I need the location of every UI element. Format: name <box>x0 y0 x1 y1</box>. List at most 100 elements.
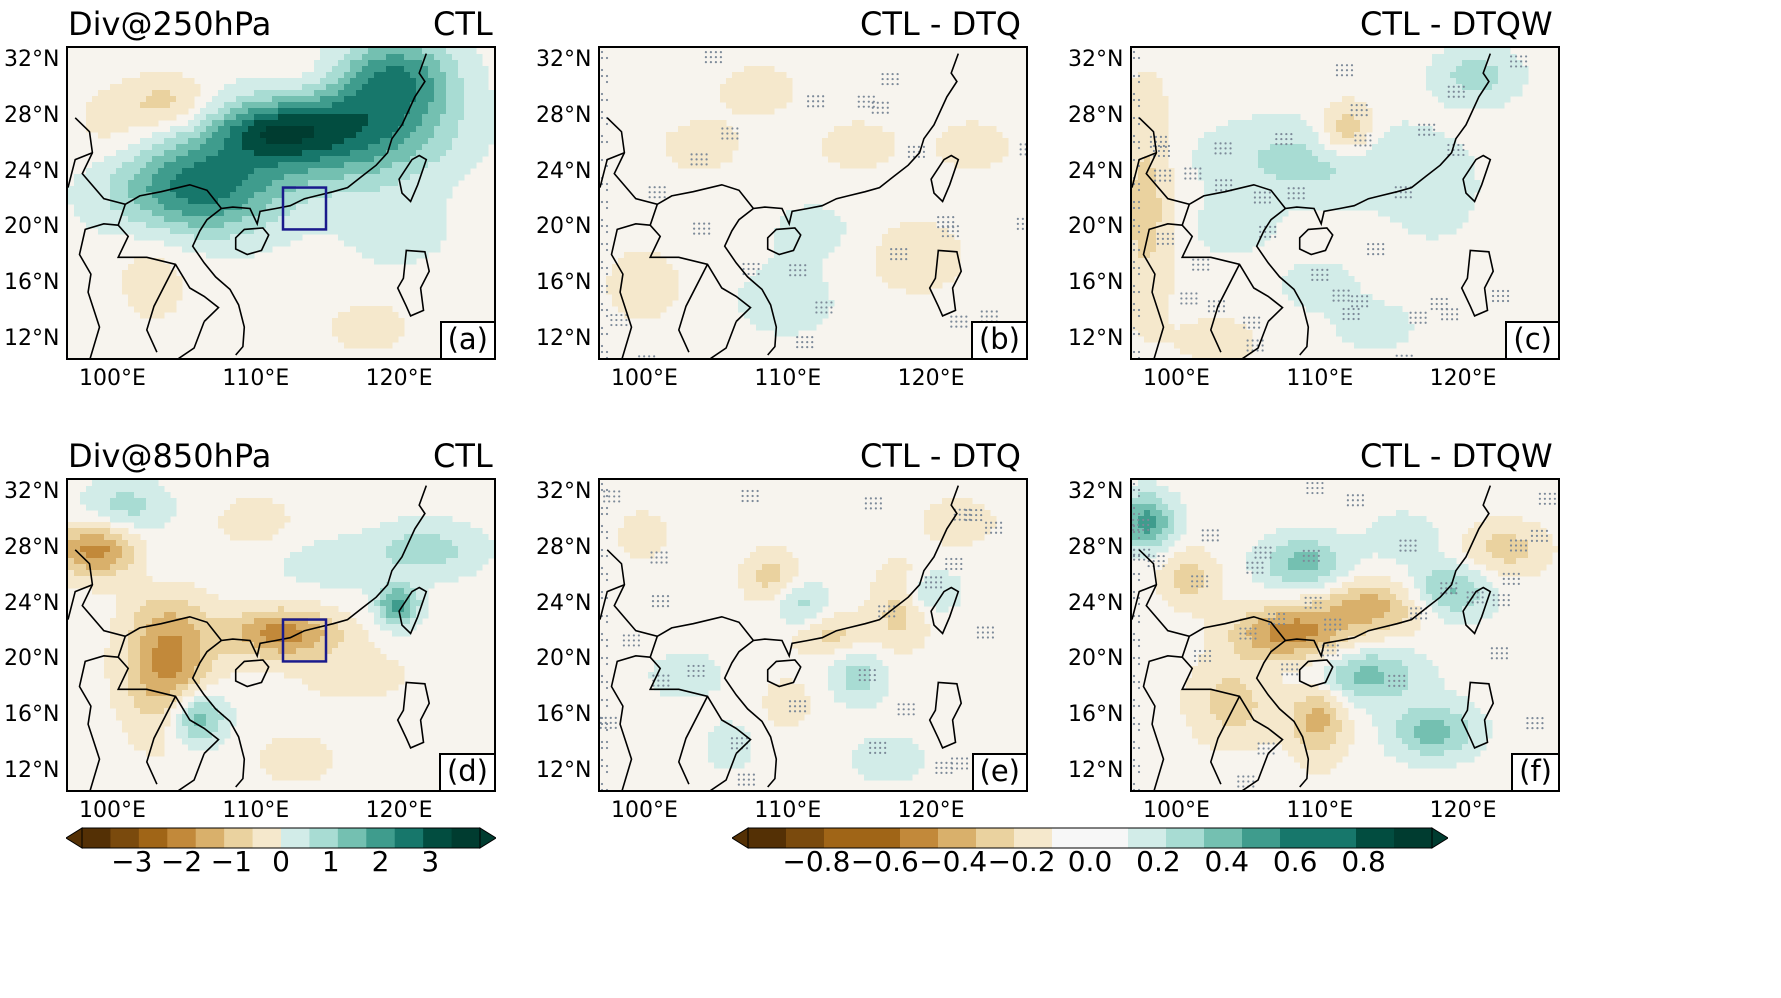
panel-label-b: CTL - DTQ <box>860 5 1021 43</box>
taiwan-outline <box>930 154 960 203</box>
hainan-outline <box>234 659 270 688</box>
lat-tick-label: 20°N <box>536 646 592 672</box>
taiwan-outline <box>398 586 428 635</box>
lon-tick-label: 110°E <box>1286 366 1354 391</box>
country-border <box>116 636 220 755</box>
hainan-outline <box>234 227 270 256</box>
taiwan-outline <box>398 154 428 203</box>
contour-field <box>1132 480 1558 790</box>
colorbar-tick-label: −0.2 <box>987 845 1056 878</box>
colorbar-max-arrow <box>1431 827 1448 849</box>
panel-label-d: CTL <box>433 437 493 475</box>
lat-tick-label: 20°N <box>1068 214 1124 240</box>
colorbar-swatch <box>423 828 453 848</box>
hainan-outline <box>766 227 802 256</box>
panel-tag-c: (c) <box>1505 320 1558 358</box>
country-border <box>74 117 223 209</box>
country-border <box>709 321 737 358</box>
country-border <box>1241 321 1269 358</box>
contour-field <box>68 48 494 358</box>
colorbar-swatch <box>1204 828 1243 848</box>
colorbar-tick-label: −1 <box>210 845 252 878</box>
colorbar-tick-label: −0.4 <box>919 845 988 878</box>
coastline <box>191 53 428 356</box>
colorbar-swatch <box>451 828 481 848</box>
country-border <box>177 321 205 358</box>
colorbar-swatch <box>110 828 140 848</box>
study-area-box <box>281 186 328 231</box>
lon-tick-label: 100°E <box>1143 798 1210 823</box>
luzon-outline <box>928 249 963 317</box>
colorbar-swatch <box>824 828 863 848</box>
lat-tick-label: 12°N <box>536 758 592 784</box>
contour-field <box>1132 48 1529 358</box>
panel-tag-b: (b) <box>970 320 1026 358</box>
panel-label-f: CTL - DTQW <box>1360 437 1553 475</box>
colorbar-swatch <box>1318 828 1357 848</box>
map-e: (e) <box>598 478 1028 792</box>
lon-tick-label: 120°E <box>897 798 965 823</box>
lat-tick-label: 12°N <box>4 758 60 784</box>
country-border <box>648 636 752 755</box>
country-border <box>78 222 119 358</box>
colorbar-tick-label: 2 <box>371 845 390 878</box>
colorbar-swatch <box>938 828 977 848</box>
map-d: (d) <box>66 478 496 792</box>
country-border <box>116 204 220 323</box>
lat-tick-label: 32°N <box>1068 478 1124 504</box>
row-title-250: Div@250hPa <box>68 5 272 43</box>
country-border <box>1241 753 1269 790</box>
lat-tick-label: 32°N <box>4 46 60 72</box>
colorbar-swatch <box>976 828 1015 848</box>
colorbar-tick-label: −3 <box>111 845 153 878</box>
country-border <box>1180 204 1284 323</box>
map-b: (b) <box>598 46 1028 360</box>
lat-tick-label: 20°N <box>4 214 60 240</box>
panel-label-a: CTL <box>433 5 493 43</box>
country-border <box>606 549 755 641</box>
lon-tick-label: 100°E <box>79 366 146 391</box>
colorbar-swatch <box>309 828 339 848</box>
lat-tick-label: 28°N <box>4 534 60 560</box>
lon-tick-label: 110°E <box>754 366 822 391</box>
panel-tag-e: (e) <box>971 752 1026 790</box>
lat-tick-label: 12°N <box>4 326 60 352</box>
lat-tick-label: 16°N <box>1068 270 1124 296</box>
country-border <box>1132 151 1157 188</box>
colorbar-tick-label: −2 <box>160 845 203 878</box>
colorbar-left <box>66 827 496 849</box>
country-border <box>1138 117 1287 209</box>
lon-tick-label: 100°E <box>79 798 146 823</box>
lat-tick-label: 24°N <box>4 158 60 184</box>
luzon-outline <box>1460 681 1495 749</box>
colorbar-tick-label: 1 <box>321 845 340 878</box>
colorbar-swatch <box>366 828 396 848</box>
colorbar-swatch <box>252 828 282 848</box>
country-border <box>1180 636 1284 755</box>
luzon-outline <box>1460 249 1495 317</box>
country-border <box>709 753 737 790</box>
colorbar-tick-label: 0.2 <box>1136 845 1181 878</box>
colorbar-swatch <box>1394 828 1433 848</box>
colorbar-swatch <box>138 828 168 848</box>
colorbar-swatch <box>281 828 310 848</box>
colorbar-swatch <box>1356 828 1395 848</box>
country-border <box>610 222 651 358</box>
lat-tick-label: 32°N <box>4 478 60 504</box>
colorbar-swatch <box>82 828 111 848</box>
country-border <box>1209 695 1241 785</box>
country-border <box>78 654 119 790</box>
colorbar-tick-label: −0.8 <box>782 845 851 878</box>
lat-tick-label: 28°N <box>536 102 592 128</box>
colorbar-right <box>732 827 1448 849</box>
lat-tick-label: 24°N <box>4 590 60 616</box>
contour-field <box>600 50 1026 358</box>
panel-tag-a: (a) <box>439 320 494 358</box>
panel-label-c: CTL - DTQW <box>1360 5 1553 43</box>
luzon-outline <box>396 249 431 317</box>
country-border <box>68 583 93 620</box>
map-a: (a) <box>66 46 496 360</box>
lon-tick-label: 120°E <box>1429 366 1497 391</box>
panel-label-e: CTL - DTQ <box>860 437 1021 475</box>
country-border <box>677 263 709 353</box>
